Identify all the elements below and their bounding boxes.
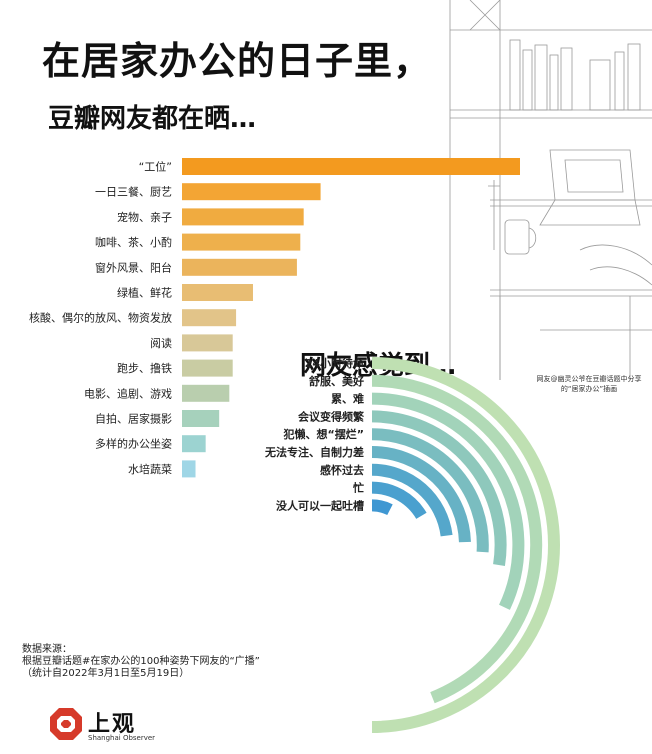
bar-label: 绿植、鲜花 <box>117 286 172 300</box>
bar-label: 阅读 <box>150 336 172 350</box>
radial-bar <box>371 481 427 520</box>
bar-label: 自拍、居家摄影 <box>95 412 172 426</box>
bar <box>182 233 301 251</box>
bar-label: 电影、追剧、游戏 <box>84 386 172 400</box>
bar <box>182 435 206 453</box>
bar-label: 多样的办公坐姿 <box>95 437 172 451</box>
radial-bar <box>371 499 393 516</box>
source-line: 数据来源： <box>22 644 72 655</box>
radial-bar <box>371 374 543 704</box>
bar <box>182 384 230 402</box>
home-office-illustration <box>449 0 652 380</box>
radial-bar <box>371 463 453 537</box>
bar-label: 宠物、亲子 <box>117 210 172 224</box>
bar-label: 核酸、偶尔的放风、物资发放 <box>29 311 172 325</box>
radial-bar <box>371 428 489 553</box>
radial-bar-label: 感怀过去 <box>320 463 364 477</box>
radial-bar-label: 忙 <box>353 481 364 495</box>
bar <box>182 359 233 377</box>
radial-bar-label: 没人可以一起吐槽 <box>276 498 364 512</box>
shanghai-observer-logo: 上观 Shanghai Observer <box>48 706 188 750</box>
radial-bar-label: 会议变得频繁 <box>298 409 365 423</box>
bar-label: 窗外风景、阳台 <box>95 260 172 274</box>
logo-name-en: Shanghai Observer <box>88 734 156 742</box>
illustration-caption: 网友@幽灵公爷在豆瓣话题中分享的“居家办公”插画 <box>536 375 642 393</box>
chart-subtitle: 豆瓣网友都在晒… <box>48 104 257 134</box>
bar <box>182 284 253 301</box>
radial-bar-label: 无法专注、自制力差 <box>264 445 364 459</box>
bar <box>182 460 196 478</box>
radial-bar <box>371 446 471 543</box>
bar-label: 水培蔬菜 <box>128 462 172 476</box>
logo-mark-icon <box>50 708 82 740</box>
source-line: （统计自2022年3月1日至5月19日） <box>22 668 190 679</box>
data-source: 数据来源： 根据豆瓣话题#在家办公的100种姿势下网友的“广播” （统计自202… <box>22 644 260 680</box>
bar <box>182 183 321 201</box>
bar <box>182 334 233 352</box>
logo-name-cn: 上观 <box>88 712 137 737</box>
radial-bar-label: 累、难 <box>331 392 364 406</box>
radial-bar <box>371 392 525 610</box>
bar <box>182 309 237 327</box>
bar <box>182 258 297 276</box>
radial-bar <box>371 410 507 567</box>
radial-bar <box>371 357 560 733</box>
radial-bar-label: 犯懒、想“摆烂” <box>283 427 364 441</box>
bar-label: 跑步、撸铁 <box>117 361 172 375</box>
page-title: 在居家办公的日子里， <box>42 39 433 83</box>
bar-label: 一日三餐、厨艺 <box>95 185 172 199</box>
bar-label: 咖啡、茶、小酌 <box>95 235 172 249</box>
section2-title: 网友感觉到… <box>300 351 457 381</box>
bar <box>182 410 220 427</box>
bar <box>182 208 304 226</box>
bar-label: “工位” <box>139 160 172 174</box>
source-line: 根据豆瓣话题#在家办公的100种姿势下网友的“广播” <box>22 656 260 667</box>
